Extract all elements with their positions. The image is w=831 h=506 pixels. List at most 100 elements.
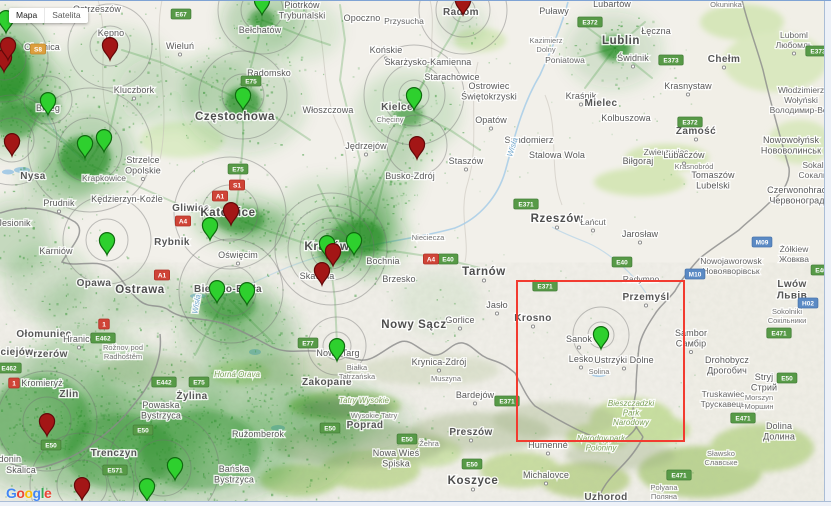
road-shield: E75 [240, 75, 262, 87]
svg-text:Muszyna: Muszyna [431, 374, 462, 383]
svg-text:Володимир-Вол: Володимир-Вол [770, 105, 831, 115]
map-label: Jarosław [621, 228, 660, 245]
map-label: Zamość [675, 125, 717, 142]
map-label: Krasnystaw [663, 80, 713, 97]
svg-text:A1: A1 [158, 273, 167, 280]
svg-text:M10: M10 [689, 272, 702, 279]
svg-text:Hranice: Hranice [63, 334, 95, 344]
map-pin-red[interactable] [3, 133, 21, 158]
map-label: Ustrzyki Dolne [593, 354, 655, 371]
svg-text:Tarnów: Tarnów [462, 266, 506, 278]
map-pin-green[interactable] [592, 326, 610, 351]
svg-text:E75: E75 [232, 167, 244, 174]
map-label: Końskie [368, 44, 404, 61]
svg-text:Skarżysko-Kamienna: Skarżysko-Kamienna [385, 57, 472, 67]
svg-text:Rybnik: Rybnik [154, 237, 190, 248]
map-label: Krasnobród [673, 161, 714, 173]
map-pin-red[interactable] [324, 243, 342, 268]
svg-text:Koszyce: Koszyce [448, 475, 499, 487]
map-label: Brzesko [381, 273, 417, 286]
svg-text:E50: E50 [401, 437, 413, 444]
svg-text:Tatrzańska: Tatrzańska [339, 372, 376, 381]
map-pin-green[interactable] [76, 135, 94, 160]
svg-text:Самбір: Самбір [676, 339, 706, 349]
road-shields: E67 S8 E75 E75 E75 E372 E372 E373 E373 E371 E371 E3… [0, 8, 831, 481]
map-pin-red[interactable] [222, 202, 240, 227]
road-shield: H02 [797, 297, 819, 309]
map-pin-green[interactable] [39, 92, 57, 117]
map-pin-green[interactable] [208, 280, 226, 305]
svg-text:Michalovce: Michalovce [523, 470, 569, 480]
svg-text:Sambor: Sambor [675, 328, 707, 338]
map-pin-red[interactable] [0, 37, 17, 62]
svg-text:E371: E371 [537, 284, 553, 291]
map-label: Wysokie Tatry [349, 410, 398, 422]
svg-text:Новояворівськ: Новояворівськ [702, 266, 759, 276]
map-view-button[interactable]: Mapa [16, 10, 38, 20]
google-logo[interactable]: Google [6, 485, 52, 501]
road-shield: E371 [494, 395, 520, 407]
map-label: Žehra [418, 438, 441, 450]
svg-text:Sokolniki: Sokolniki [772, 307, 802, 316]
map-pin-red[interactable] [408, 136, 426, 161]
range-rings [0, 0, 630, 506]
map-pin-red[interactable] [38, 413, 56, 438]
window-top-edge [0, 0, 831, 1]
svg-text:Nieciecza: Nieciecza [412, 233, 445, 242]
satellite-view-button[interactable]: Satelita [44, 8, 87, 23]
svg-text:Zakopane: Zakopane [302, 377, 352, 388]
map-pin-green[interactable] [95, 129, 113, 154]
svg-text:Tomaszów: Tomaszów [691, 170, 735, 180]
svg-text:S8: S8 [34, 47, 42, 54]
svg-text:E75: E75 [245, 79, 257, 86]
map-label: Opoczno [342, 12, 381, 25]
road-shield: E372 [677, 116, 703, 128]
svg-text:ściejów: ściejów [0, 347, 33, 358]
svg-text:Stalowa Wola: Stalowa Wola [529, 150, 585, 160]
svg-text:Poprad: Poprad [347, 420, 384, 431]
svg-text:A1: A1 [216, 194, 225, 201]
map-pin-green[interactable] [328, 338, 346, 363]
svg-text:Radhoštěm: Radhoštěm [104, 352, 142, 361]
road-shield: E471 [666, 469, 692, 481]
svg-text:Wysokie Tatry: Wysokie Tatry [351, 411, 398, 420]
svg-text:M09: M09 [756, 240, 769, 247]
google-logo-letter: o [16, 485, 25, 501]
map-pin-green[interactable] [253, 0, 271, 17]
svg-text:E442: E442 [156, 380, 172, 387]
map-pin-green[interactable] [234, 87, 252, 112]
svg-text:Piotrków: Piotrków [284, 0, 320, 10]
map-pin-green[interactable] [345, 232, 363, 257]
map-pin-green[interactable] [201, 217, 219, 242]
map-pin-red[interactable] [454, 0, 472, 17]
svg-text:Tatry Wysokie: Tatry Wysokie [339, 396, 389, 405]
map-pin-green[interactable] [138, 478, 156, 503]
map-pin-green[interactable] [405, 87, 423, 112]
map-label: Chełm [706, 53, 741, 70]
selection-rectangle [516, 280, 685, 442]
svg-text:Wieluń: Wieluń [166, 41, 194, 51]
map-pin-red[interactable] [101, 37, 119, 62]
road-shield: E75 [227, 163, 249, 175]
map-pin-red[interactable] [73, 477, 91, 502]
svg-text:Nowa Wieś: Nowa Wieś [373, 448, 420, 458]
map-pin-green[interactable] [238, 282, 256, 307]
svg-text:E50: E50 [137, 428, 149, 435]
map-pin-red[interactable] [313, 262, 331, 287]
road-shield: A4 [422, 253, 439, 265]
map-pin-green[interactable] [166, 457, 184, 482]
svg-text:E50: E50 [45, 443, 57, 450]
map-pin-green[interactable] [98, 232, 116, 257]
svg-text:E471: E471 [771, 331, 787, 338]
vertical-scrollbar[interactable] [824, 0, 831, 506]
svg-text:Lublin: Lublin [602, 35, 640, 47]
svg-text:Żółkiew: Żółkiew [780, 244, 810, 254]
horizontal-scrollbar[interactable] [0, 501, 831, 506]
